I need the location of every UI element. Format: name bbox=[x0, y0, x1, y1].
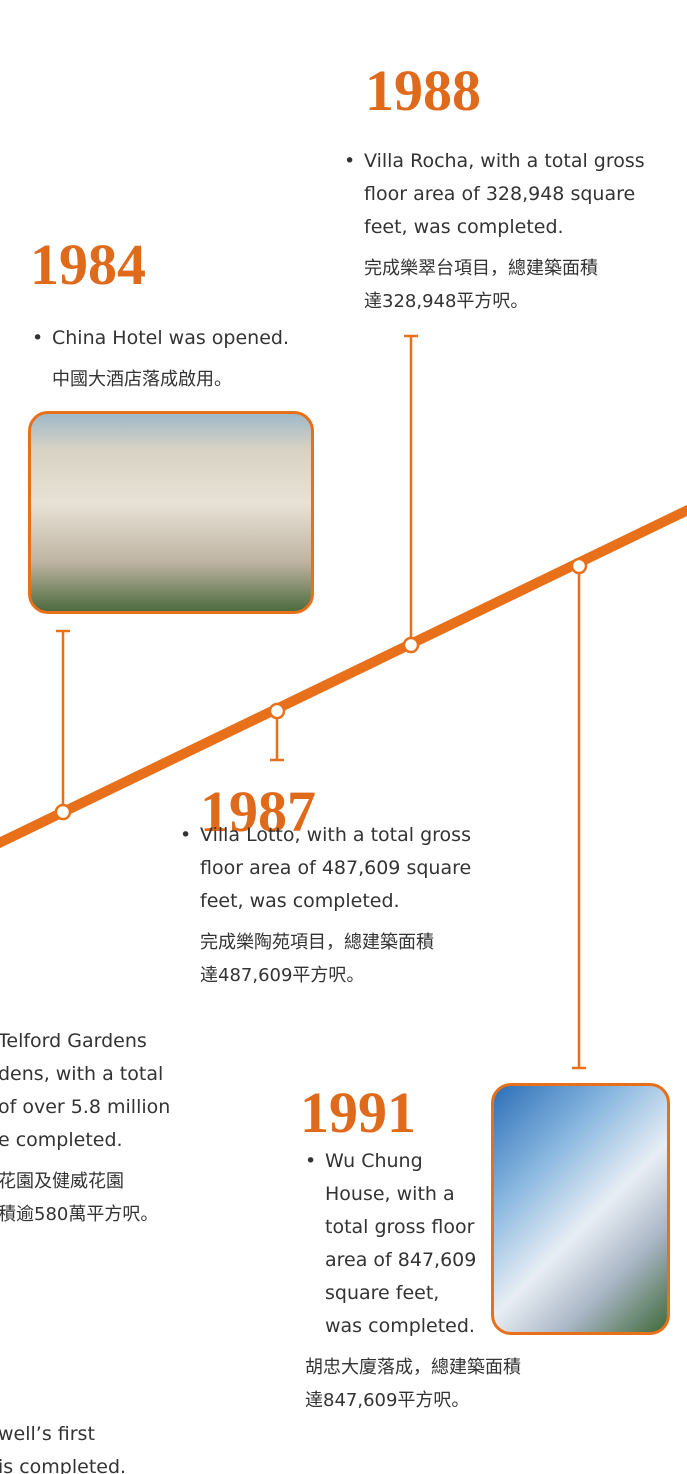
bullet: • bbox=[305, 1145, 316, 1178]
bullet: • bbox=[344, 145, 355, 178]
text-group: 完成樂翠台項目，總建築面積達328,948平方呎。 bbox=[364, 252, 645, 318]
text-group: 胡忠大廈落成，總建築面積達847,609平方呎。 bbox=[305, 1351, 521, 1417]
english-line: of over 5.8 million bbox=[0, 1091, 170, 1124]
english-line: floor area of 487,609 square bbox=[200, 852, 471, 885]
english-line: was completed. bbox=[325, 1310, 521, 1343]
chinese-line: 花園及健威花園 bbox=[0, 1165, 170, 1198]
english-line: House, with a bbox=[325, 1178, 521, 1211]
english-line: feet, was completed. bbox=[364, 211, 645, 244]
chinese-line: 達328,948平方呎。 bbox=[364, 285, 645, 318]
milestone-text: •China Hotel was opened.中國大酒店落成啟用。 bbox=[52, 322, 289, 396]
english-line: Villa Rocha, with a total gross bbox=[364, 145, 645, 178]
english-line: floor area of 328,948 square bbox=[364, 178, 645, 211]
english-line: e completed. bbox=[0, 1124, 170, 1157]
year: 1984 bbox=[30, 236, 146, 294]
chinese-line: 完成樂陶苑項目，總建築面積 bbox=[200, 926, 471, 959]
year: 1988 bbox=[365, 62, 481, 120]
chinese-line: 完成樂翠台項目，總建築面積 bbox=[364, 252, 645, 285]
english-line: well’s first bbox=[0, 1418, 126, 1451]
chinese-line: 胡忠大廈落成，總建築面積 bbox=[305, 1351, 521, 1384]
english-line: Telford Gardens bbox=[0, 1025, 170, 1058]
english-line: feet, was completed. bbox=[200, 885, 471, 918]
english-line: dens, with a total bbox=[0, 1058, 170, 1091]
english-line: is completed. bbox=[0, 1451, 126, 1474]
text-group: China Hotel was opened. bbox=[52, 322, 289, 355]
chinese-line: 中國大酒店落成啟用。 bbox=[52, 363, 289, 396]
year: 1991 bbox=[300, 1084, 416, 1142]
english-line: square feet, bbox=[325, 1277, 521, 1310]
chinese-line: 達487,609平方呎。 bbox=[200, 959, 471, 992]
china-hotel-photo bbox=[28, 411, 314, 614]
text-group: 花園及健威花園積逾580萬平方呎。 bbox=[0, 1165, 170, 1231]
bullet: • bbox=[180, 819, 191, 852]
english-line: total gross floor bbox=[325, 1211, 521, 1244]
english-line: area of 847,609 bbox=[325, 1244, 521, 1277]
english-line: Villa Lotto, with a total gross bbox=[200, 819, 471, 852]
chinese-line: 達847,609平方呎。 bbox=[305, 1384, 521, 1417]
chinese-line: 積逾580萬平方呎。 bbox=[0, 1198, 170, 1231]
page: 1984 •China Hotel was opened.中國大酒店落成啟用。 … bbox=[0, 0, 687, 1474]
bullet: • bbox=[32, 322, 43, 355]
english-line: China Hotel was opened. bbox=[52, 322, 289, 355]
text-group: 中國大酒店落成啟用。 bbox=[52, 363, 289, 396]
english-line: Wu Chung bbox=[325, 1145, 521, 1178]
text-group: 完成樂陶苑項目，總建築面積達487,609平方呎。 bbox=[200, 926, 471, 992]
